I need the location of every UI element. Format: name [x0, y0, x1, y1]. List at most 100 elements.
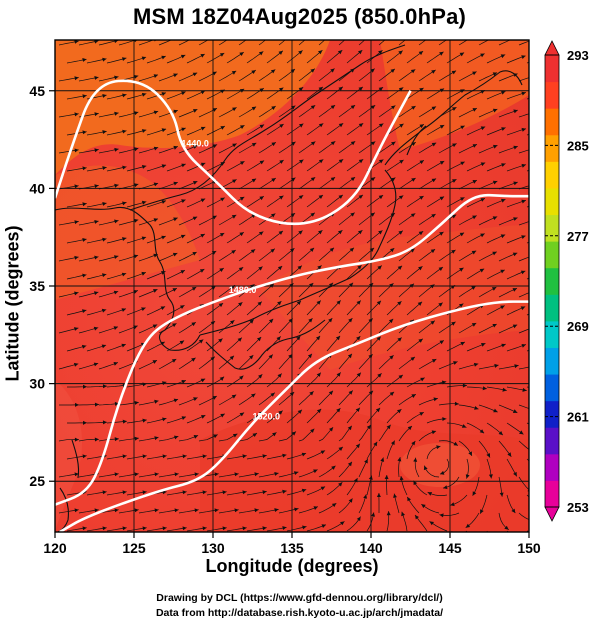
streamline-arrow — [161, 128, 167, 133]
streamline-arrow — [431, 33, 435, 37]
streamline-arrow — [114, 183, 119, 188]
streamline-arrow — [262, 526, 267, 531]
streamline-arrow — [282, 526, 287, 530]
streamline-arrow — [431, 214, 436, 218]
streamline-arrow — [397, 409, 402, 414]
streamline-arrow — [378, 50, 383, 55]
streamline-arrow — [532, 519, 536, 523]
streamline-arrow — [211, 286, 216, 290]
streamline-arrow — [419, 87, 424, 92]
streamline-arrow — [512, 324, 518, 329]
streamline-arrow — [291, 431, 296, 436]
streamline-arrow — [501, 343, 506, 348]
streamline-arrow — [74, 291, 79, 296]
streamline-arrow — [356, 372, 361, 377]
streamline-arrow — [251, 33, 255, 37]
streamline-arrow — [498, 431, 503, 436]
streamline-arrow — [222, 490, 227, 495]
streamline-arrow — [513, 471, 517, 477]
streamline-arrow — [252, 433, 257, 437]
streamline-arrow — [234, 472, 239, 477]
x-tick-label: 135 — [280, 540, 304, 556]
streamline-arrow — [348, 498, 353, 503]
streamline-arrow — [397, 265, 403, 270]
streamline-arrow — [431, 69, 436, 74]
streamline-arrow — [493, 408, 498, 413]
streamline-arrow — [386, 511, 391, 516]
streamline-arrow — [212, 35, 217, 39]
streamline-arrow — [513, 145, 518, 150]
colorbar-segment — [545, 267, 559, 295]
streamline-arrow — [534, 146, 538, 150]
streamline-arrow — [482, 386, 487, 391]
streamline-arrow — [94, 508, 99, 513]
streamline-arrow — [254, 472, 259, 477]
streamline-arrow — [133, 218, 139, 223]
y-axis: 25 30 35 40 45 — [29, 83, 55, 489]
streamline-arrow — [480, 126, 486, 131]
streamline-arrow — [231, 70, 237, 75]
streamline-arrow — [492, 180, 498, 185]
streamline-arrow — [378, 230, 383, 235]
streamline-arrow — [102, 94, 107, 98]
height-contour-line — [55, 193, 529, 506]
streamline-arrow — [259, 160, 265, 165]
streamline-arrow — [133, 254, 139, 259]
streamline-arrow — [251, 393, 256, 398]
streamline-arrow — [310, 212, 315, 217]
streamline-arrow — [471, 323, 477, 327]
streamline-arrow — [192, 72, 198, 77]
streamline-arrow — [213, 434, 218, 439]
streamline-arrow — [492, 36, 496, 40]
y-tick-label: 45 — [29, 83, 45, 99]
page-title: MSM 18Z04Aug2025 (850.0hPa) — [132, 4, 467, 29]
streamline-arrow — [172, 288, 177, 292]
streamline-arrow — [74, 40, 79, 44]
streamline-arrow — [453, 361, 458, 365]
streamline-arrow — [491, 287, 497, 291]
streamline-arrow — [330, 141, 336, 146]
streamline-arrow — [410, 213, 416, 218]
streamline-arrow — [512, 252, 518, 257]
streamline-arrow — [220, 197, 225, 202]
streamline-arrow — [336, 300, 341, 305]
streamline-arrow — [277, 301, 282, 306]
streamline-arrow — [471, 286, 476, 290]
streamline-arrow — [521, 127, 526, 132]
streamline-arrow — [101, 344, 107, 349]
streamline-arrow — [401, 511, 405, 517]
streamline-arrow — [122, 165, 127, 170]
streamline-arrow — [174, 508, 179, 513]
streamline-arrow — [191, 287, 197, 291]
streamline-arrow — [318, 50, 323, 55]
streamline-arrow — [121, 308, 126, 312]
streamline-arrow — [338, 123, 344, 128]
streamline-arrow — [122, 237, 127, 241]
streamline-arrow — [338, 86, 343, 91]
streamline-arrow — [398, 87, 404, 92]
streamline-arrow — [427, 492, 433, 496]
streamline-arrow — [480, 198, 485, 202]
streamline-arrow — [276, 336, 281, 341]
streamline-arrow — [439, 513, 444, 518]
streamline-arrow — [391, 141, 396, 146]
streamline-arrow — [173, 145, 178, 150]
streamline-arrow — [279, 124, 284, 128]
streamline-arrow — [364, 459, 368, 464]
streamline-arrow — [370, 212, 375, 217]
colorbar-segment — [545, 134, 559, 162]
streamline-arrow — [202, 454, 207, 459]
streamline-arrow — [473, 362, 479, 367]
colorbar-tick-label: 277 — [567, 229, 589, 244]
streamline-arrow — [134, 147, 139, 152]
streamline — [526, 350, 529, 352]
streamline-arrow — [338, 230, 343, 235]
coastlines — [55, 44, 523, 532]
streamline-arrow — [172, 252, 178, 257]
colorbar-segment — [545, 453, 559, 481]
streamline-arrow — [310, 105, 316, 110]
streamline-arrow — [279, 195, 284, 200]
streamline-arrow — [411, 394, 416, 398]
streamline-arrow — [399, 159, 404, 164]
streamline-arrow — [439, 125, 445, 129]
